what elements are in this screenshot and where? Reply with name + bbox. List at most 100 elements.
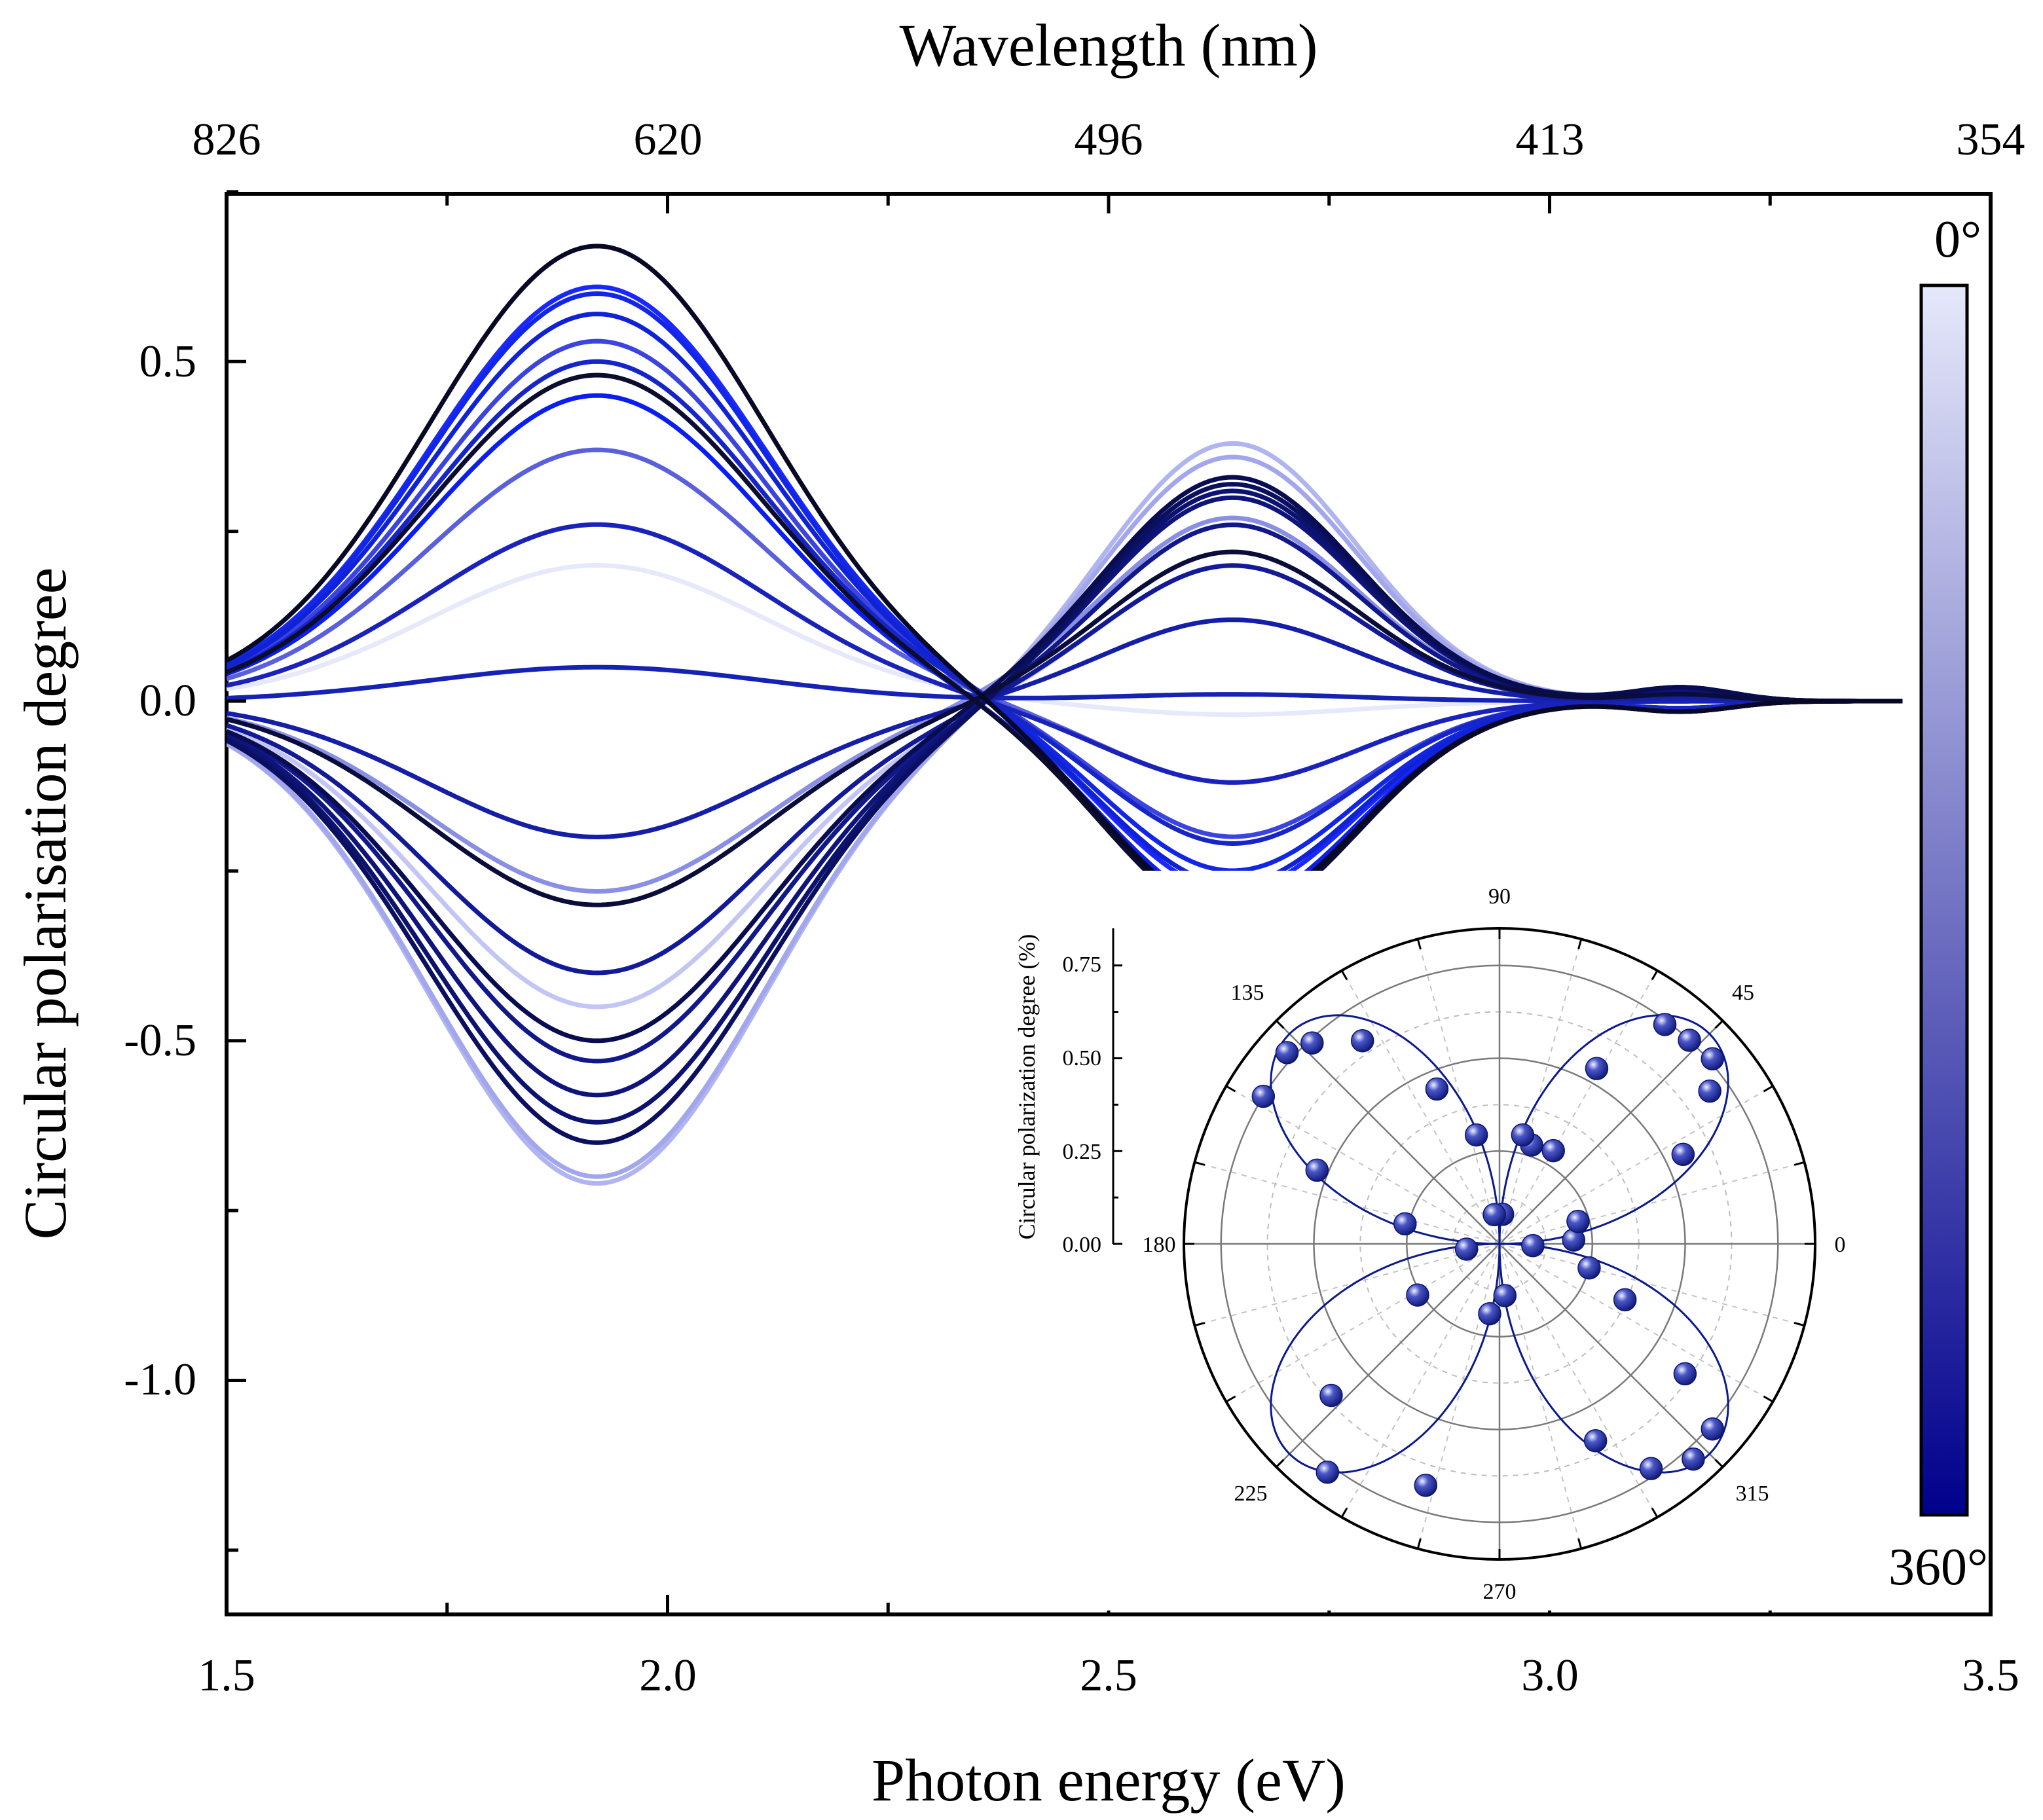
x2-tick-label: 413 xyxy=(1516,115,1585,165)
polar-data-point xyxy=(1653,1013,1677,1036)
series-line-21 xyxy=(227,549,1903,907)
series-line-20 xyxy=(227,475,1903,1044)
polar-angle-tick xyxy=(1577,1538,1583,1549)
polar-data-point xyxy=(1541,1138,1565,1163)
x2-tick-label: 496 xyxy=(1075,115,1143,165)
polar-minor-spoke xyxy=(1341,970,1500,1245)
polar-data-point xyxy=(1425,1077,1449,1101)
polar-data-point xyxy=(1478,1301,1501,1326)
polar-major-spoke xyxy=(1499,1243,1723,1468)
x-tick-label: 3.5 xyxy=(1962,1650,2019,1701)
x-tick-label: 2.5 xyxy=(1080,1650,1137,1701)
series-line-10 xyxy=(227,312,1903,887)
colorbar: 0° 360° xyxy=(1888,211,1988,1596)
polar-angle-tick xyxy=(1194,1322,1206,1327)
x2-tick-label: 354 xyxy=(1957,115,2025,165)
x-tick-label: 2.0 xyxy=(639,1650,697,1701)
inset-r-tick-labels: 0.00 0.25 0.50 0.75 xyxy=(1063,953,1102,1257)
y-tick-label: 0.0 xyxy=(139,676,197,726)
polar-data-point xyxy=(1300,1031,1324,1055)
polar-minor-spoke xyxy=(1226,1085,1500,1245)
polar-minor-spoke xyxy=(1341,1243,1500,1518)
polar-angle-tick xyxy=(1416,939,1422,950)
polar-fit-path xyxy=(1270,1014,1729,1474)
polar-angle-tick xyxy=(1276,1459,1285,1468)
polar-angle-tick xyxy=(1763,1085,1774,1093)
spectra-series xyxy=(227,244,1903,1186)
polar-data-point xyxy=(1464,1123,1488,1147)
polar-minor-spoke xyxy=(1499,970,1658,1245)
polar-data-point xyxy=(1701,1047,1725,1071)
colorbar-top-label: 0° xyxy=(1934,211,1981,268)
series-line-23 xyxy=(227,244,1903,914)
polar-data-point xyxy=(1511,1123,1535,1147)
polar-data-point xyxy=(1701,1417,1725,1441)
x-tick-labels: 1.5 2.0 2.5 3.0 3.5 xyxy=(198,1650,2019,1701)
inset-angle-label: 315 xyxy=(1736,1482,1769,1506)
inset-angle-labels: 0 45 90 135 180 225 270 315 xyxy=(1143,884,1846,1604)
polar-data-point xyxy=(1305,1158,1329,1182)
inset-angle-label: 0 xyxy=(1835,1233,1846,1257)
y-axis-title: Circular polarisation degree xyxy=(12,568,79,1240)
inset-angle-label: 90 xyxy=(1488,884,1511,909)
polar-minor-spoke xyxy=(1499,1161,1805,1245)
polar-angle-tick xyxy=(1225,1395,1236,1403)
inset-angle-label: 270 xyxy=(1483,1580,1517,1604)
x-tick-label: 3.0 xyxy=(1521,1650,1579,1701)
y-tick-label: -0.5 xyxy=(124,1015,196,1066)
polar-data-point xyxy=(1566,1209,1590,1233)
polar-major-spoke xyxy=(1276,1243,1500,1468)
polar-minor-spoke xyxy=(1417,1243,1500,1549)
colorbar-bottom-label: 360° xyxy=(1888,1538,1988,1596)
polar-major-spoke xyxy=(1499,1020,1723,1245)
polar-data-point xyxy=(1682,1447,1705,1471)
polar-minor-spoke xyxy=(1499,1243,1658,1518)
polar-data-point xyxy=(1493,1284,1517,1307)
polar-data-point xyxy=(1482,1203,1506,1227)
polar-angle-tick xyxy=(1651,970,1659,981)
polar-angle-tick xyxy=(1714,1459,1723,1468)
polar-angle-tick xyxy=(1794,1161,1805,1166)
inset-r-tick-label: 0.75 xyxy=(1063,953,1102,977)
y-tick-label: -1.0 xyxy=(124,1355,196,1405)
inset-angle-label: 180 xyxy=(1143,1233,1176,1257)
polar-angle-tick xyxy=(1340,970,1348,981)
polar-minor-spoke xyxy=(1499,1243,1773,1402)
polar-data-point xyxy=(1585,1057,1609,1080)
y-tick-labels: 0.5 0.0 -0.5 -1.0 xyxy=(124,337,196,1405)
inset-angle-label: 45 xyxy=(1732,981,1754,1005)
inset-polar-plot: 0.00 0.25 0.50 0.75 Circular polarizatio… xyxy=(995,871,1846,1611)
series-line-7 xyxy=(227,284,1903,894)
polar-data-point xyxy=(1251,1084,1276,1108)
polar-data-point xyxy=(1678,1028,1701,1052)
polar-data-point xyxy=(1350,1028,1374,1053)
inset-r-tick-label: 0.50 xyxy=(1063,1046,1102,1070)
polar-angle-tick xyxy=(1714,1020,1723,1029)
x2-tick-label: 826 xyxy=(193,115,261,165)
inset-angle-label: 135 xyxy=(1231,981,1264,1005)
polar-data-point xyxy=(1671,1142,1695,1167)
x-tick-label: 1.5 xyxy=(198,1650,255,1701)
polar-data-point xyxy=(1521,1233,1545,1258)
polar-minor-spoke xyxy=(1499,1243,1805,1326)
polar-angle-tick xyxy=(1794,1322,1805,1327)
polar-data-point xyxy=(1414,1474,1438,1497)
polar-angle-tick xyxy=(1651,1507,1659,1518)
polar-data-point xyxy=(1406,1283,1429,1307)
x2-axis-title: Wavelength (nm) xyxy=(900,12,1318,79)
x-axis-title: Photon energy (eV) xyxy=(872,1747,1346,1813)
polar-angle-tick xyxy=(1763,1395,1774,1403)
polar-data-point xyxy=(1275,1041,1299,1065)
polar-data-points xyxy=(1251,1013,1725,1497)
polar-minor-spoke xyxy=(1194,1161,1500,1245)
polar-data-point xyxy=(1698,1079,1721,1103)
polar-angle-tick xyxy=(1577,939,1583,950)
polar-angle-tick xyxy=(1416,1538,1422,1549)
y-tick-label: 0.5 xyxy=(139,337,197,387)
inset-radial-axis xyxy=(1112,928,1122,1245)
inset-angle-label: 225 xyxy=(1234,1482,1268,1506)
x2-tick-labels: 826 620 496 413 354 xyxy=(193,115,2025,165)
inset-r-tick-label: 0.25 xyxy=(1063,1140,1102,1164)
polar-fit-curve xyxy=(1270,1014,1729,1474)
